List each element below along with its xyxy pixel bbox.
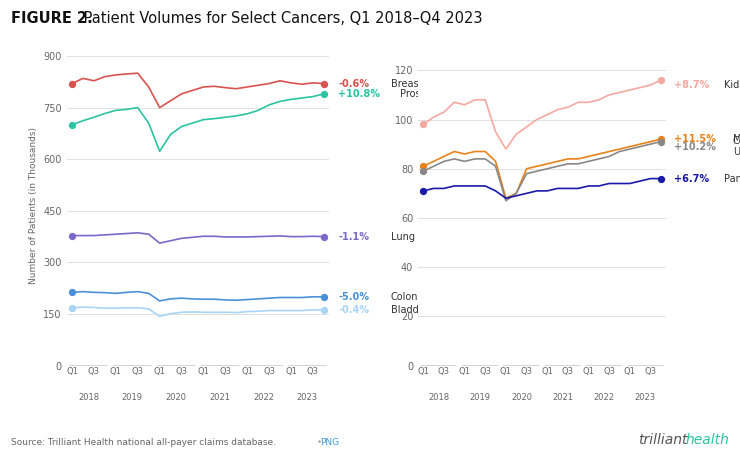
Text: 2023: 2023 [297,393,318,402]
Text: •: • [314,438,325,447]
Point [417,187,429,195]
Text: 2019: 2019 [470,393,491,402]
Text: 2019: 2019 [122,393,143,402]
Y-axis label: Number of Patients (in Thousands): Number of Patients (in Thousands) [29,127,38,284]
Point [318,90,330,97]
Point [66,289,78,296]
Text: 2020: 2020 [511,393,532,402]
Text: Breast: Breast [391,79,422,89]
Text: -5.0%: -5.0% [338,292,369,302]
Text: +10.2%: +10.2% [674,142,716,152]
Text: health: health [686,433,730,447]
Text: Colon: Colon [391,292,418,302]
Point [66,304,78,312]
Point [66,80,78,87]
Text: Corpus
Uterus: Corpus Uterus [733,136,740,157]
Text: Patient Volumes for Select Cancers, Q1 2018–Q4 2023: Patient Volumes for Select Cancers, Q1 2… [79,11,482,27]
Point [318,293,330,300]
Text: -0.4%: -0.4% [338,305,369,315]
Point [417,163,429,170]
Point [655,136,667,143]
Point [318,80,330,87]
Point [66,232,78,239]
Point [655,76,667,84]
Point [417,168,429,175]
Text: +10.8%: +10.8% [338,89,380,99]
Text: -0.6%: -0.6% [338,79,369,89]
Text: 2022: 2022 [593,393,614,402]
Text: 2022: 2022 [253,393,274,402]
Text: PNG: PNG [320,438,340,447]
Text: 2021: 2021 [552,393,574,402]
Text: FIGURE 2.: FIGURE 2. [11,11,92,27]
Point [318,233,330,240]
Text: 2018: 2018 [78,393,99,402]
Text: Kidney: Kidney [724,80,740,90]
Text: 2020: 2020 [166,393,186,402]
Text: Melanoma: Melanoma [733,134,740,144]
Point [417,121,429,128]
Text: 2023: 2023 [635,393,656,402]
Point [655,175,667,182]
Text: 2021: 2021 [209,393,230,402]
Text: 2018: 2018 [428,393,449,402]
Text: +11.5%: +11.5% [674,134,716,144]
Point [66,121,78,128]
Text: trilliant: trilliant [638,433,687,447]
Point [318,306,330,314]
Text: Lung: Lung [391,232,414,242]
Text: Source: Trilliant Health national all-payer claims database.: Source: Trilliant Health national all-pa… [11,438,276,447]
Point [655,138,667,145]
Text: Prostate: Prostate [400,89,440,99]
Text: +8.7%: +8.7% [674,80,710,90]
Text: -1.1%: -1.1% [338,232,369,242]
Text: Pancreas: Pancreas [724,174,740,184]
Text: Bladder: Bladder [391,305,428,315]
Text: +6.7%: +6.7% [674,174,710,184]
